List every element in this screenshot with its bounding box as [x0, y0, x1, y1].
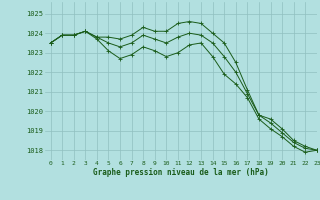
X-axis label: Graphe pression niveau de la mer (hPa): Graphe pression niveau de la mer (hPa): [93, 168, 269, 177]
